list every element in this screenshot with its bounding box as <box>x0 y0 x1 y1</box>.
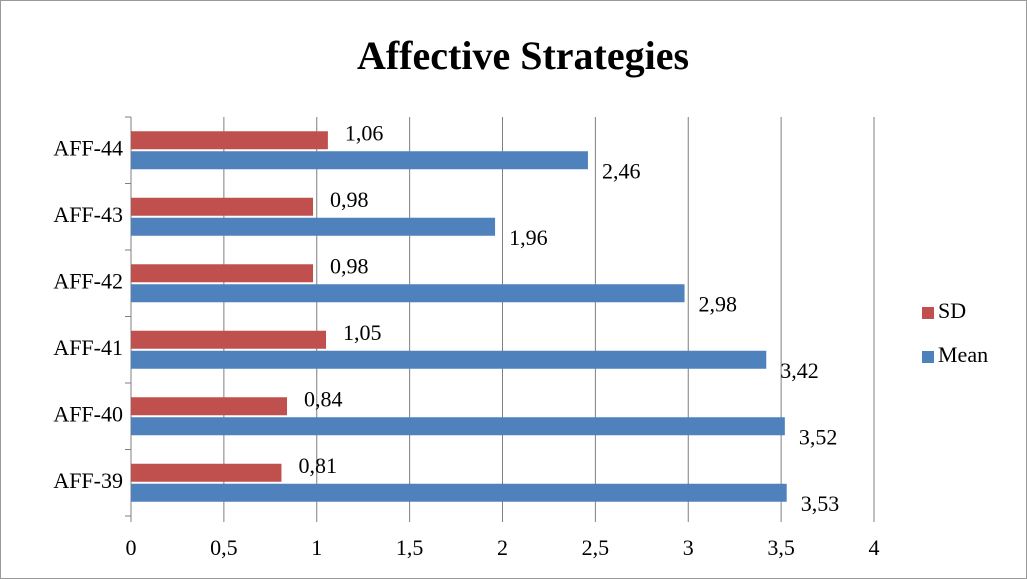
x-tick-label: 1 <box>311 535 322 560</box>
x-tick-label: 0,5 <box>210 535 238 560</box>
legend-swatch <box>922 351 934 363</box>
data-label: 3,53 <box>801 491 840 516</box>
legend-swatch <box>922 307 934 319</box>
bar <box>131 483 787 502</box>
y-tick-label: AFF-40 <box>53 401 123 426</box>
bar <box>131 417 785 436</box>
x-tick-label: 2,5 <box>582 535 610 560</box>
y-tick-label: AFF-43 <box>53 202 123 227</box>
x-tick-label: 4 <box>869 535 880 560</box>
x-tick-label: 2 <box>497 535 508 560</box>
data-label: 0,98 <box>330 253 369 278</box>
data-label: 2,98 <box>699 291 738 316</box>
chart-title: Affective Strategies <box>357 33 689 78</box>
data-label: 0,81 <box>298 453 337 478</box>
data-label: 1,05 <box>343 320 382 345</box>
legend-label: SD <box>938 298 966 323</box>
bar <box>131 151 588 170</box>
y-tick-label: AFF-42 <box>53 268 123 293</box>
bar <box>131 397 288 416</box>
data-label: 1,96 <box>509 225 548 250</box>
x-tick-label: 1,5 <box>396 535 424 560</box>
data-label: 0,84 <box>304 386 343 411</box>
data-label: 0,98 <box>330 187 369 212</box>
y-tick-label: AFF-39 <box>53 468 123 493</box>
data-label: 1,06 <box>345 120 384 145</box>
bar <box>131 463 282 482</box>
bar <box>131 197 314 216</box>
y-tick-label: AFF-44 <box>53 135 123 160</box>
bar <box>131 330 327 349</box>
y-tick-label: AFF-41 <box>53 335 123 360</box>
x-tick-label: 3,5 <box>767 535 795 560</box>
x-tick-label: 3 <box>683 535 694 560</box>
bar <box>131 217 496 236</box>
bar <box>131 264 314 283</box>
x-tick-label: 0 <box>126 535 137 560</box>
bar <box>131 350 767 369</box>
data-label: 2,46 <box>602 158 641 183</box>
bar <box>131 284 685 303</box>
legend-label: Mean <box>938 342 988 367</box>
data-label: 3,42 <box>780 358 819 383</box>
bar <box>131 131 328 150</box>
data-label: 3,52 <box>799 424 838 449</box>
